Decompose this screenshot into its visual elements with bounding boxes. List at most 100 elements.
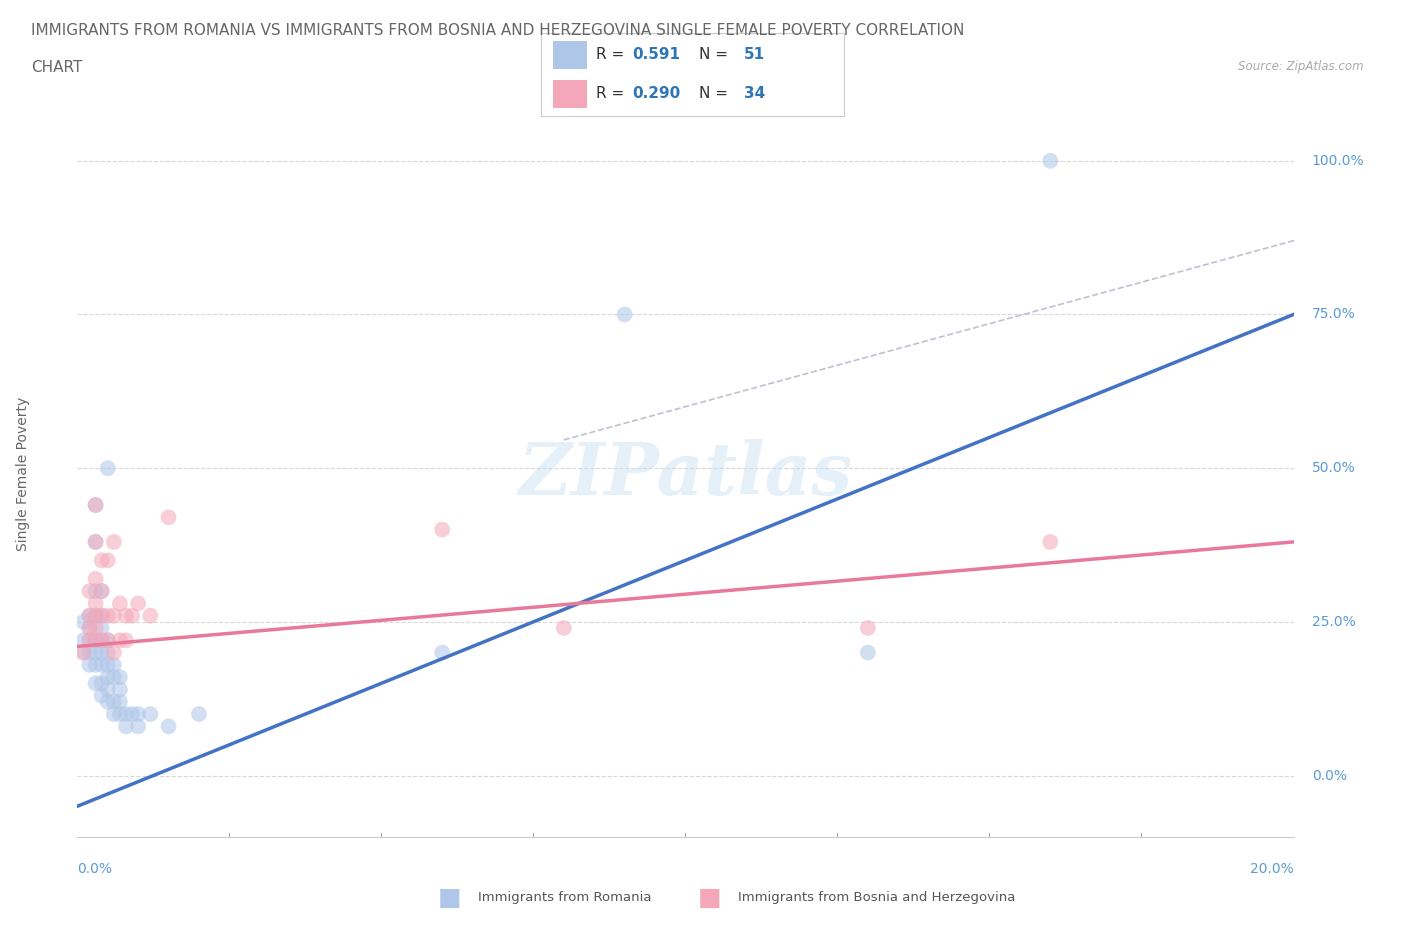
Point — [90, 632, 112, 647]
Point — [79, 584, 101, 599]
Point — [79, 632, 101, 647]
Point — [72, 632, 94, 647]
Point — [90, 632, 112, 647]
Point — [856, 645, 879, 660]
Point — [97, 658, 120, 672]
Point — [139, 608, 162, 623]
Point — [84, 632, 107, 647]
Point — [430, 645, 453, 660]
Text: Single Female Poverty: Single Female Poverty — [15, 397, 30, 551]
Point — [90, 645, 112, 660]
Point — [90, 620, 112, 635]
Text: N =: N = — [699, 86, 733, 101]
Text: R =: R = — [596, 86, 628, 101]
Point — [79, 608, 101, 623]
Point — [97, 553, 120, 568]
Point — [72, 615, 94, 630]
Point — [115, 719, 138, 734]
Point — [188, 707, 211, 722]
Point — [139, 707, 162, 722]
Point — [84, 535, 107, 550]
Point — [97, 682, 120, 697]
Point — [97, 632, 120, 647]
Point — [157, 719, 180, 734]
Point — [84, 596, 107, 611]
Point — [613, 307, 636, 322]
Point — [127, 707, 149, 722]
Text: Immigrants from Romania: Immigrants from Romania — [478, 891, 651, 904]
Point — [90, 688, 112, 703]
Point — [79, 608, 101, 623]
Text: ■: ■ — [699, 885, 721, 910]
Point — [84, 620, 107, 635]
Point — [90, 553, 112, 568]
Point — [121, 608, 143, 623]
Point — [97, 645, 120, 660]
Point — [84, 608, 107, 623]
Point — [84, 645, 107, 660]
Point — [84, 498, 107, 512]
Text: 0.290: 0.290 — [633, 86, 681, 101]
Point — [84, 571, 107, 586]
Text: 20.0%: 20.0% — [1250, 861, 1294, 875]
Text: ■: ■ — [439, 885, 461, 910]
Text: ZIPatlas: ZIPatlas — [519, 439, 852, 510]
Point — [97, 632, 120, 647]
Text: 0.0%: 0.0% — [1312, 768, 1347, 782]
Point — [115, 632, 138, 647]
Text: 51: 51 — [744, 46, 765, 61]
Point — [103, 535, 125, 550]
Point — [121, 707, 143, 722]
Text: Immigrants from Bosnia and Herzegovina: Immigrants from Bosnia and Herzegovina — [738, 891, 1015, 904]
Point — [97, 695, 120, 710]
Point — [108, 682, 131, 697]
Point — [90, 608, 112, 623]
Point — [84, 658, 107, 672]
Point — [90, 584, 112, 599]
Text: N =: N = — [699, 46, 733, 61]
Point — [79, 620, 101, 635]
Point — [856, 620, 879, 635]
Point — [72, 645, 94, 660]
Point — [103, 608, 125, 623]
Point — [115, 608, 138, 623]
Point — [97, 460, 120, 475]
Text: 50.0%: 50.0% — [1312, 461, 1355, 475]
Point — [115, 707, 138, 722]
Point — [103, 707, 125, 722]
Point — [103, 645, 125, 660]
Point — [84, 608, 107, 623]
Point — [84, 676, 107, 691]
Point — [79, 658, 101, 672]
Point — [127, 596, 149, 611]
Point — [90, 584, 112, 599]
Point — [79, 632, 101, 647]
Point — [84, 498, 107, 512]
Text: 0.0%: 0.0% — [77, 861, 112, 875]
Bar — [554, 41, 586, 69]
Point — [1039, 535, 1062, 550]
Text: R =: R = — [596, 46, 628, 61]
Point — [72, 645, 94, 660]
Point — [103, 670, 125, 684]
Point — [103, 658, 125, 672]
Point — [108, 670, 131, 684]
Point — [157, 510, 180, 525]
Bar — [554, 80, 586, 108]
Point — [79, 620, 101, 635]
Text: 75.0%: 75.0% — [1312, 308, 1355, 322]
Text: Source: ZipAtlas.com: Source: ZipAtlas.com — [1239, 60, 1364, 73]
Point — [79, 645, 101, 660]
Text: 34: 34 — [744, 86, 765, 101]
Point — [84, 584, 107, 599]
Point — [127, 719, 149, 734]
Text: IMMIGRANTS FROM ROMANIA VS IMMIGRANTS FROM BOSNIA AND HERZEGOVINA SINGLE FEMALE : IMMIGRANTS FROM ROMANIA VS IMMIGRANTS FR… — [31, 23, 965, 38]
Point — [103, 695, 125, 710]
Point — [90, 658, 112, 672]
Point — [1039, 153, 1062, 168]
Point — [97, 608, 120, 623]
Point — [84, 632, 107, 647]
Text: CHART: CHART — [31, 60, 83, 75]
Point — [553, 620, 575, 635]
Point — [90, 608, 112, 623]
